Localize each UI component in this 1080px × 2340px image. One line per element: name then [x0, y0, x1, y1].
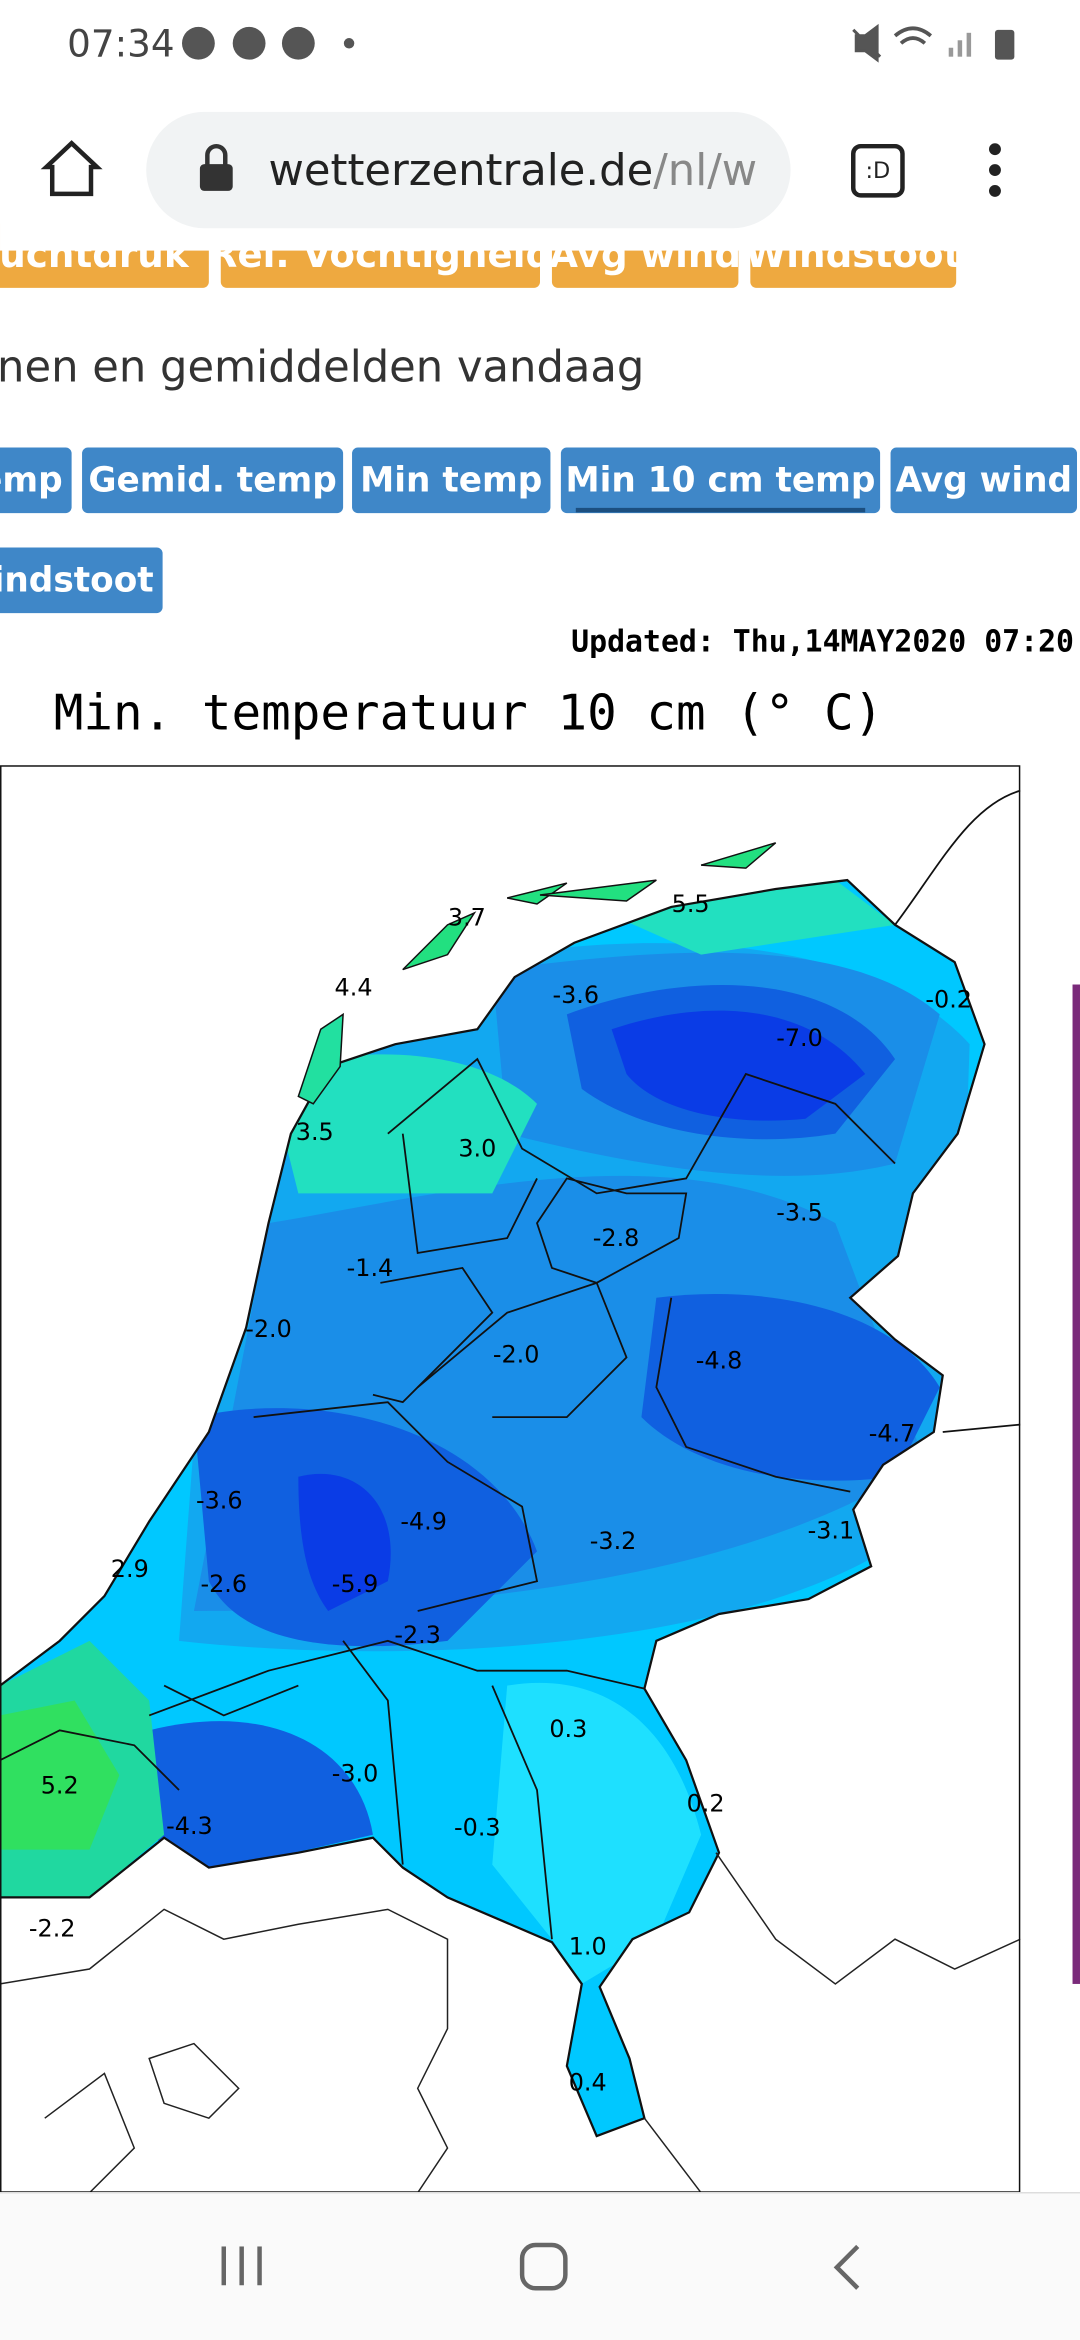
- status-icons: [181, 23, 1015, 63]
- station-value: -2.0: [493, 1340, 540, 1368]
- station-value: -3.0: [332, 1760, 379, 1788]
- station-value: 0.3: [549, 1715, 587, 1743]
- status-time: 07:34: [67, 22, 174, 66]
- station-value: 4.4: [335, 973, 373, 1001]
- station-value: -5.9: [332, 1570, 379, 1598]
- station-value: -4.3: [166, 1812, 213, 1840]
- tabs-button[interactable]: :D: [851, 143, 905, 198]
- nav-bar: [0, 2192, 1080, 2340]
- station-value: -3.2: [590, 1527, 637, 1555]
- station-value: -2.3: [394, 1621, 441, 1649]
- station-value: -2.2: [29, 1915, 76, 1943]
- station-value: -4.7: [869, 1419, 916, 1447]
- nav-button[interactable]: emp: [0, 447, 72, 514]
- station-value: -0.2: [925, 985, 972, 1013]
- station-value: 3.0: [458, 1135, 496, 1163]
- station-value: -4.9: [400, 1508, 447, 1536]
- station-value: -7.0: [776, 1024, 823, 1052]
- url-domain: wetterzentrale.de: [269, 146, 654, 196]
- nav-button[interactable]: Gemid. temp: [82, 447, 344, 514]
- station-value: 5.5: [672, 890, 710, 918]
- station-value: 3.7: [448, 903, 486, 931]
- url-bar[interactable]: wetterzentrale.de/nl/w: [146, 111, 791, 229]
- button-bg: [0, 547, 163, 614]
- station-value: -3.6: [553, 981, 600, 1009]
- recents-button[interactable]: [221, 2246, 262, 2286]
- menu-button[interactable]: [988, 143, 1001, 197]
- station-value: 5.2: [41, 1772, 79, 1800]
- map-title: Min. temperatuur 10 cm (° C): [54, 684, 884, 742]
- nav-button[interactable]: indstoot: [0, 547, 163, 614]
- station-value: -4.8: [696, 1346, 743, 1374]
- station-value: 2.9: [111, 1555, 149, 1583]
- home-button[interactable]: [40, 140, 103, 197]
- map: [0, 765, 1021, 2193]
- button-bg: [890, 447, 1078, 514]
- station-value: -3.6: [196, 1487, 243, 1515]
- tab-count: :D: [865, 158, 890, 184]
- button-label: emp: [0, 460, 63, 500]
- button-label: Gemid. temp: [88, 460, 336, 500]
- station-value: -3.5: [776, 1199, 823, 1227]
- button-bg: [560, 447, 881, 514]
- back-button[interactable]: [833, 2244, 860, 2290]
- station-value: -2.6: [200, 1570, 247, 1598]
- legend-bar: [1072, 984, 1080, 1984]
- url-path: /nl/w: [653, 146, 757, 196]
- button-label: Avg wind: [895, 460, 1072, 500]
- station-value: 1.0: [569, 1933, 607, 1961]
- station-value: -2.8: [593, 1224, 640, 1252]
- station-value: 0.4: [569, 2068, 607, 2096]
- button-label: indstoot: [0, 560, 154, 600]
- updated-text: Updated: Thu,14MAY2020 07:20: [571, 624, 1074, 659]
- home-nav-button[interactable]: [519, 2242, 568, 2291]
- map-labels: 3.7 5.5 4.4 -3.6 -0.2 -7.0 3.5 3.0 -2.8 -3.5 -1.4 -…: [29, 890, 972, 2096]
- url-text: wetterzentrale.de/nl/w: [269, 146, 758, 196]
- button-bg: [82, 447, 344, 514]
- station-value: -1.4: [347, 1254, 394, 1282]
- button-label: Min 10 cm temp: [566, 460, 876, 500]
- station-value: -3.1: [808, 1516, 855, 1544]
- station-value: 3.5: [296, 1118, 334, 1146]
- nav-button[interactable]: Min temp: [352, 447, 551, 514]
- button-bg: [0, 447, 72, 514]
- nav-button[interactable]: Avg wind: [890, 447, 1078, 514]
- nav-button[interactable]: Min 10 cm temp: [560, 447, 881, 514]
- button-bg: [352, 447, 551, 514]
- station-value: 0.2: [687, 1789, 725, 1817]
- section-heading: nen en gemiddelden vandaag: [0, 342, 644, 392]
- button-label: Min temp: [360, 460, 542, 500]
- station-value: -2.0: [245, 1315, 292, 1343]
- station-value: -0.3: [454, 1813, 501, 1841]
